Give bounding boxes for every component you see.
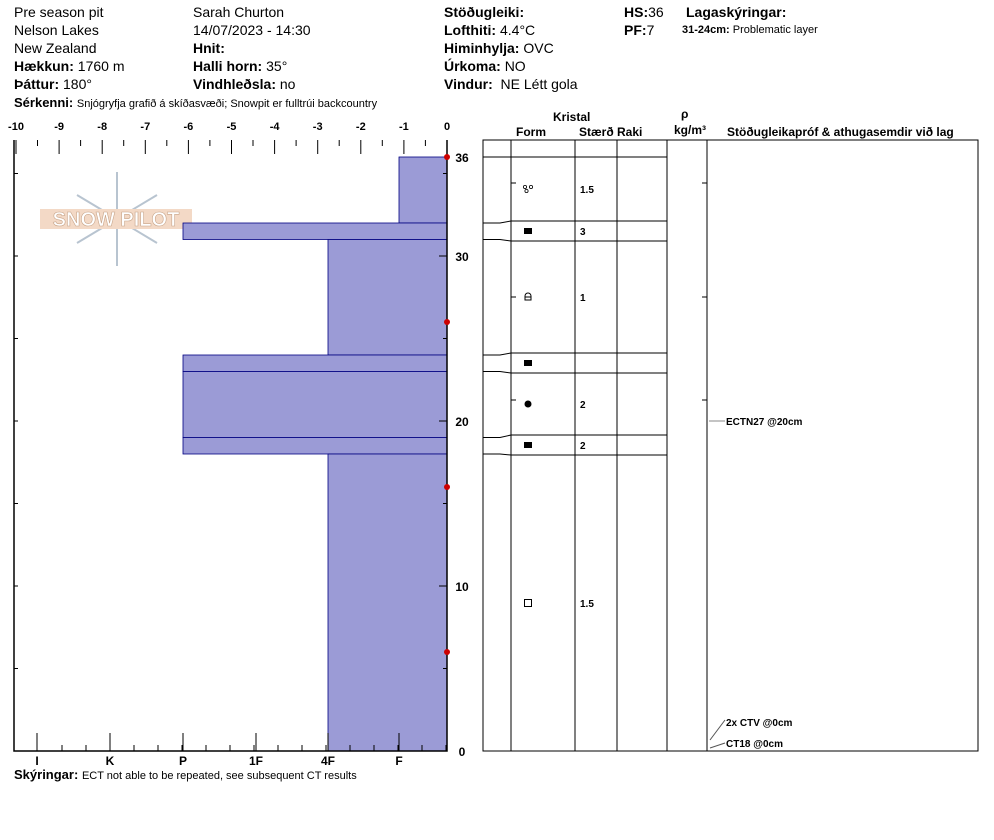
temperature-point (444, 154, 450, 160)
hardness-tick-label: 1F (249, 754, 263, 768)
wind-loading: Vindhleðsla: no (193, 76, 296, 92)
datetime: 14/07/2023 - 14:30 (193, 22, 311, 38)
observer: Sarah Churton (193, 4, 285, 20)
stability-test: ECTN27 @20cm (726, 417, 803, 428)
crystal-form-melt-freeze-icon (524, 400, 532, 408)
crystal-size: 1 (580, 293, 586, 304)
hardness-tick-label: 4F (321, 754, 335, 768)
crystal-form-melt-clusters-icon (523, 184, 534, 193)
pit-name: Pre season pit (14, 4, 104, 20)
pf: PF:7 (624, 22, 655, 38)
ice-icon (524, 360, 532, 366)
layer-boundary (483, 371, 667, 374)
stability-test: CT18 @0cm (726, 739, 783, 750)
crystal-header: Kristal (553, 110, 591, 124)
hardness-tick-label: P (179, 754, 187, 768)
crystal-form-ice-icon (524, 228, 532, 234)
depth-tick-label: 10 (455, 580, 469, 594)
layer-boundary (483, 453, 667, 456)
tests-header: Stöðugleikapróf & athugasemdir við lag (727, 125, 954, 139)
layer-boundary (483, 220, 667, 224)
air-temp: Lofthiti: 4.4°C (444, 22, 536, 38)
depth-tick-label: 30 (455, 250, 469, 264)
temp-tick-label: -4 (270, 121, 281, 133)
location: Nelson Lakes (14, 22, 99, 38)
crystal-size: 1.5 (580, 185, 594, 196)
hardness-bar (182, 354, 448, 372)
hardness-tick-label: I (35, 754, 38, 768)
elevation: Hækkun: 1760 m (14, 58, 125, 74)
comments: Skýringar: ECT not able to be repeated, … (14, 767, 357, 782)
hardness-bar (327, 239, 448, 356)
temp-tick-label: -6 (184, 121, 194, 133)
temp-tick-label: -2 (356, 121, 366, 133)
crystal-size: 3 (580, 227, 586, 238)
ice-icon (524, 442, 532, 448)
stability-label: Stöðugleiki: (444, 4, 525, 20)
slope: Halli horn: 35° (193, 58, 288, 74)
hardness-bar (398, 156, 448, 224)
temperature-point (444, 649, 450, 655)
temp-tick-label: -1 (399, 121, 409, 133)
temp-tick-label: -9 (54, 121, 64, 133)
temp-tick-label: 0 (444, 121, 450, 133)
hs: HS:36 (624, 4, 664, 20)
hardness-bar (327, 453, 448, 752)
layer-note: 31-24cm: Problematic layer (682, 24, 818, 36)
crystal-form-faceted-icon (524, 599, 532, 607)
temperature-point (444, 484, 450, 490)
depth-tick-label: 36 (455, 151, 469, 165)
crystal-form-faceted-rounded-icon (524, 292, 532, 301)
sky: Himinhylja: OVC (444, 40, 554, 56)
stability-test: 2x CTV @0cm (726, 718, 793, 729)
depth-tick-label: 20 (455, 415, 469, 429)
grain-icon (529, 184, 534, 189)
snowpilot-logo: SNOW PILOT (40, 172, 192, 266)
coords-label: Hnit: (193, 40, 225, 56)
hardness-bar (182, 371, 448, 438)
precip: Úrkoma: NO (444, 58, 526, 74)
temp-tick-label: -8 (97, 121, 107, 133)
hardness-tick-label: F (395, 754, 402, 768)
country: New Zealand (14, 40, 97, 56)
wind: Vindur: NE Létt gola (444, 76, 578, 92)
density-unit: kg/m³ (674, 123, 707, 137)
faceted-rounded-icon (524, 292, 532, 301)
temp-tick-label: -3 (313, 121, 323, 133)
features: Sérkenni: Snjógryfja grafið á skíðasvæði… (14, 95, 378, 110)
layer-boundary (483, 239, 667, 242)
grain-icon (523, 184, 528, 189)
layer-boundary (483, 352, 667, 356)
aspect: Þáttur: 180° (14, 76, 92, 92)
ice-icon (524, 228, 532, 234)
rho-header: ρ (681, 107, 689, 121)
layer-boundary (483, 434, 667, 438)
crystal-size: 1.5 (580, 599, 594, 610)
layer-table (482, 139, 979, 752)
hardness-bar (182, 437, 448, 455)
square-icon (524, 599, 532, 607)
logo-text: SNOW PILOT (53, 209, 180, 231)
temp-tick-label: -5 (227, 121, 237, 133)
crystal-size: 2 (580, 400, 586, 411)
form-header: Form (516, 125, 546, 139)
moisture-header: Raki (617, 125, 643, 139)
size-header: Stærð (579, 125, 614, 139)
temp-tick-label: -10 (8, 121, 24, 133)
crystal-form-ice-icon (524, 442, 532, 448)
crystal-form-ice-icon (524, 360, 532, 366)
temperature-point (444, 319, 450, 325)
grain-icon (524, 188, 529, 193)
hardness-tick-label: K (106, 754, 115, 768)
depth-tick-label: 0 (459, 745, 466, 759)
hardness-bar (182, 222, 448, 240)
filled-circle-icon (524, 400, 532, 408)
test-arrow (709, 719, 726, 741)
temp-tick-label: -7 (140, 121, 150, 133)
test-arrow (709, 742, 726, 749)
layer-notes-label: Lagaskýringar: (686, 4, 787, 20)
crystal-size: 2 (580, 441, 586, 452)
